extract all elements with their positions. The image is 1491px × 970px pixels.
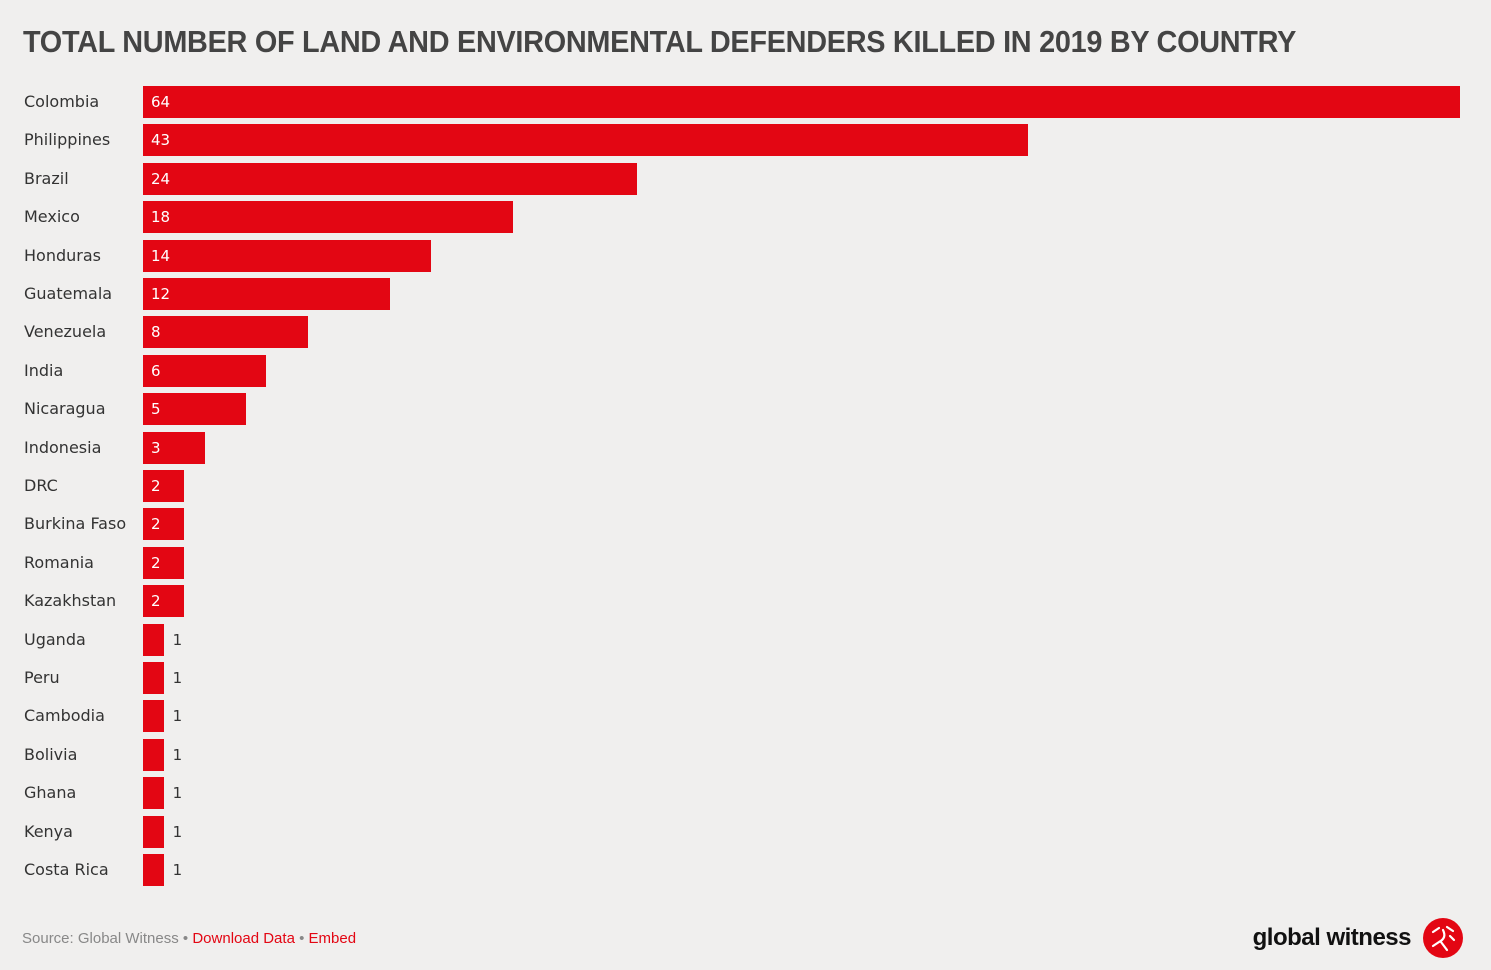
- bar-ghana[interactable]: [143, 777, 164, 810]
- bar-bolivia[interactable]: [143, 738, 164, 771]
- bar-honduras[interactable]: [143, 239, 432, 272]
- bar-romania[interactable]: [143, 546, 185, 579]
- category-label: Ghana: [24, 783, 77, 803]
- data-label: 14: [151, 246, 171, 265]
- source-text: Source: Global Witness: [22, 930, 179, 947]
- category-label: Romania: [24, 552, 94, 572]
- data-label: 1: [172, 861, 183, 879]
- download-data-link[interactable]: Download Data: [192, 930, 295, 947]
- bar-indonesia[interactable]: [143, 431, 205, 464]
- logo-text: global witness: [1252, 924, 1412, 951]
- category-label: Nicaragua: [24, 399, 106, 419]
- bar-venezuela[interactable]: [143, 316, 308, 349]
- bar-philippines[interactable]: [143, 124, 1028, 157]
- data-label: 2: [151, 477, 161, 495]
- global-witness-logo[interactable]: global witness: [1253, 918, 1463, 958]
- category-label: Burkina Faso: [24, 514, 127, 534]
- category-label: India: [24, 360, 64, 380]
- data-label: 1: [172, 784, 183, 803]
- footer: Source: Global Witness • Download Data •…: [22, 930, 356, 947]
- bar-india[interactable]: [143, 354, 267, 387]
- data-label: 5: [151, 400, 161, 419]
- bar-kenya[interactable]: [143, 815, 164, 848]
- bar-guatemala[interactable]: [143, 278, 390, 310]
- bar-peru[interactable]: [143, 662, 164, 694]
- data-label: 18: [151, 208, 171, 227]
- data-label: 8: [151, 323, 161, 342]
- bar-drc[interactable]: [143, 470, 185, 502]
- data-label: 2: [151, 592, 161, 611]
- bar-brazil[interactable]: [143, 162, 637, 195]
- bar-nicaragua[interactable]: [143, 393, 246, 426]
- separator: •: [182, 930, 189, 947]
- data-label: 1: [172, 630, 183, 649]
- data-label: 1: [172, 822, 183, 841]
- data-label: 1: [172, 707, 183, 726]
- category-label: Kenya: [24, 821, 73, 841]
- bar-costa-rica[interactable]: [143, 854, 164, 886]
- data-label: 43: [151, 131, 171, 150]
- data-label: 1: [172, 669, 183, 687]
- category-label: Cambodia: [24, 706, 105, 726]
- data-label: 1: [172, 745, 183, 764]
- category-label: Costa Rica: [24, 860, 109, 879]
- category-label: Honduras: [24, 245, 101, 265]
- category-label: Philippines: [24, 130, 111, 150]
- data-label: 12: [151, 285, 171, 303]
- bar-colombia[interactable]: [143, 86, 1460, 118]
- category-label: Brazil: [24, 168, 69, 188]
- category-label: Peru: [24, 668, 60, 687]
- category-label: Indonesia: [24, 437, 102, 457]
- category-label: Mexico: [24, 207, 80, 227]
- category-label: DRC: [24, 476, 58, 495]
- data-label: 2: [151, 515, 161, 534]
- data-label: 64: [151, 93, 171, 111]
- category-label: Venezuela: [24, 322, 107, 342]
- chart-title: TOTAL NUMBER OF LAND AND ENVIRONMENTAL D…: [23, 24, 1297, 59]
- data-label: 24: [151, 169, 171, 188]
- bar-mexico[interactable]: [143, 201, 514, 234]
- bar-burkina-faso[interactable]: [143, 508, 185, 541]
- bar-cambodia[interactable]: [143, 700, 164, 733]
- embed-link[interactable]: Embed: [308, 930, 357, 947]
- bar-kazakhstan[interactable]: [143, 585, 185, 618]
- category-label: Guatemala: [24, 284, 113, 303]
- category-label: Kazakhstan: [24, 591, 117, 611]
- separator: •: [299, 930, 305, 947]
- category-label: Colombia: [24, 92, 100, 111]
- bar-uganda[interactable]: [143, 623, 164, 656]
- category-label: Bolivia: [24, 744, 78, 764]
- data-label: 6: [151, 361, 161, 380]
- data-label: 3: [151, 438, 161, 457]
- category-label: Uganda: [24, 629, 86, 649]
- bar-chart: Colombia 64 Philippines 43 Brazil 24 Mexico 18 H…: [24, 86, 1460, 886]
- data-label: 2: [151, 553, 161, 572]
- logo-emblem-icon: [1423, 918, 1463, 958]
